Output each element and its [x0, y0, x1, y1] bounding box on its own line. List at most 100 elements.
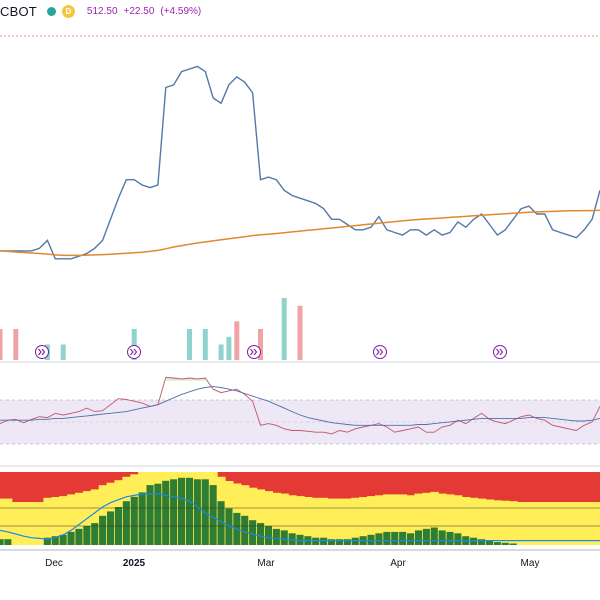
heat-green-bar: [438, 530, 446, 545]
heat-yellow-column: [319, 497, 329, 545]
heat-green-bar: [170, 479, 178, 545]
time-axis-label: May: [521, 558, 540, 569]
heat-yellow-column: [11, 502, 21, 545]
heat-green-bar: [509, 543, 517, 545]
price-pane: [0, 65, 600, 260]
heat-yellow-column: [343, 498, 352, 545]
heat-yellow-column: [280, 493, 289, 545]
heat-green-bar: [493, 542, 501, 545]
heat-green-bar: [67, 531, 75, 545]
heat-green-bar: [75, 528, 83, 545]
heat-yellow-column: [335, 498, 344, 545]
volume-pane: [0, 298, 303, 361]
heat-yellow-column: [517, 502, 526, 545]
heat-yellow-column: [588, 502, 597, 545]
heat-yellow-column: [303, 497, 313, 545]
time-axis-label: 2025: [123, 558, 146, 569]
heat-green-bar: [391, 531, 399, 545]
heat-yellow-column: [19, 502, 29, 545]
heat-green-bar: [225, 508, 233, 545]
heat-yellow-column: [477, 498, 487, 545]
heat-yellow-column: [572, 502, 581, 545]
heat-yellow-column: [406, 495, 416, 545]
heat-green-bar: [312, 537, 320, 545]
heat-yellow-column: [327, 498, 337, 545]
heat-yellow-column: [485, 499, 494, 545]
volume-bar: [226, 336, 232, 361]
heat-green-bar: [320, 537, 328, 545]
heat-green-bar: [407, 533, 415, 545]
heat-green-bar: [91, 523, 99, 545]
heat-yellow-column: [532, 502, 542, 545]
heat-green-bar: [162, 480, 170, 545]
time-axis-label: Mar: [257, 558, 275, 569]
heat-yellow-column: [382, 494, 392, 545]
symbol-name[interactable]: CBOT: [0, 3, 37, 19]
heat-green-bar: [446, 531, 454, 545]
heat-green-bar: [288, 533, 296, 545]
heat-green-bar: [383, 531, 391, 545]
heat-green-bar: [485, 540, 493, 545]
heat-yellow-column: [596, 502, 600, 545]
volume-bar: [258, 329, 263, 360]
heat-yellow-column: [414, 493, 423, 545]
heat-green-bar: [272, 528, 280, 545]
heat-yellow-column: [375, 495, 384, 545]
heat-green-bar: [343, 539, 351, 545]
double-chevron-right-icon[interactable]: [35, 345, 49, 359]
heat-yellow-column: [461, 497, 471, 545]
heat-green-bar: [154, 483, 162, 545]
double-chevron-right-icon[interactable]: [127, 345, 141, 359]
heat-signal-line: [0, 493, 600, 542]
heat-green-bars: [0, 477, 517, 545]
heat-yellow-column: [446, 494, 455, 545]
heat-yellow-column: [98, 485, 108, 545]
heat-yellow-column: [51, 497, 60, 545]
heat-yellow-column: [540, 502, 550, 545]
heat-green-bar: [178, 477, 186, 545]
heat-yellow-column: [367, 496, 376, 545]
heat-green-bar: [209, 485, 217, 545]
heat-yellow-column: [75, 492, 84, 545]
heat-yellow-column: [548, 502, 558, 545]
time-axis[interactable]: Dec 2025 Mar Apr May: [45, 558, 539, 569]
heat-yellow-column: [27, 502, 37, 545]
heat-yellow-column: [3, 498, 13, 545]
heat-green-bar: [217, 501, 225, 545]
timeframe-badge[interactable]: D: [61, 4, 75, 18]
heat-yellow-column: [438, 493, 447, 545]
volume-bar: [202, 329, 208, 360]
heat-yellow-column: [67, 494, 76, 545]
heat-yellow-column: [59, 496, 68, 545]
heat-yellow-column: [351, 497, 360, 545]
volume-bar: [0, 329, 3, 360]
heat-yellow-column: [0, 498, 5, 545]
heat-yellow-column: [469, 497, 479, 545]
heat-histogram-pane: [0, 472, 600, 545]
heat-yellow-column: [43, 497, 52, 545]
heat-green-bar: [399, 531, 407, 545]
heat-green-bar: [43, 537, 51, 545]
heat-green-bar: [122, 501, 130, 545]
heat-green-bar: [367, 534, 375, 545]
heat-green-bar: [478, 539, 486, 545]
heat-yellow-column: [509, 501, 518, 545]
heat-green-bar: [99, 515, 107, 545]
heat-green-bar: [280, 530, 288, 545]
heat-yellow-column: [493, 500, 502, 545]
double-chevron-right-icon[interactable]: [373, 345, 387, 359]
heat-green-bar: [501, 542, 509, 545]
volume-bar: [187, 329, 192, 360]
heat-yellow-column: [90, 489, 100, 545]
volume-bar: [131, 329, 137, 360]
heat-yellow-column: [248, 487, 258, 545]
double-chevron-right-icon[interactable]: [493, 345, 507, 359]
symbol-legend[interactable]: CBOT D 512.50 +22.50 (+4.59%): [0, 0, 202, 22]
heat-green-bar: [351, 537, 359, 545]
heat-green-bar: [4, 539, 12, 545]
heat-green-bar: [107, 511, 115, 545]
heat-green-bar: [146, 485, 154, 545]
double-chevron-right-icon[interactable]: [247, 345, 261, 359]
moving-average-line: [0, 209, 600, 257]
